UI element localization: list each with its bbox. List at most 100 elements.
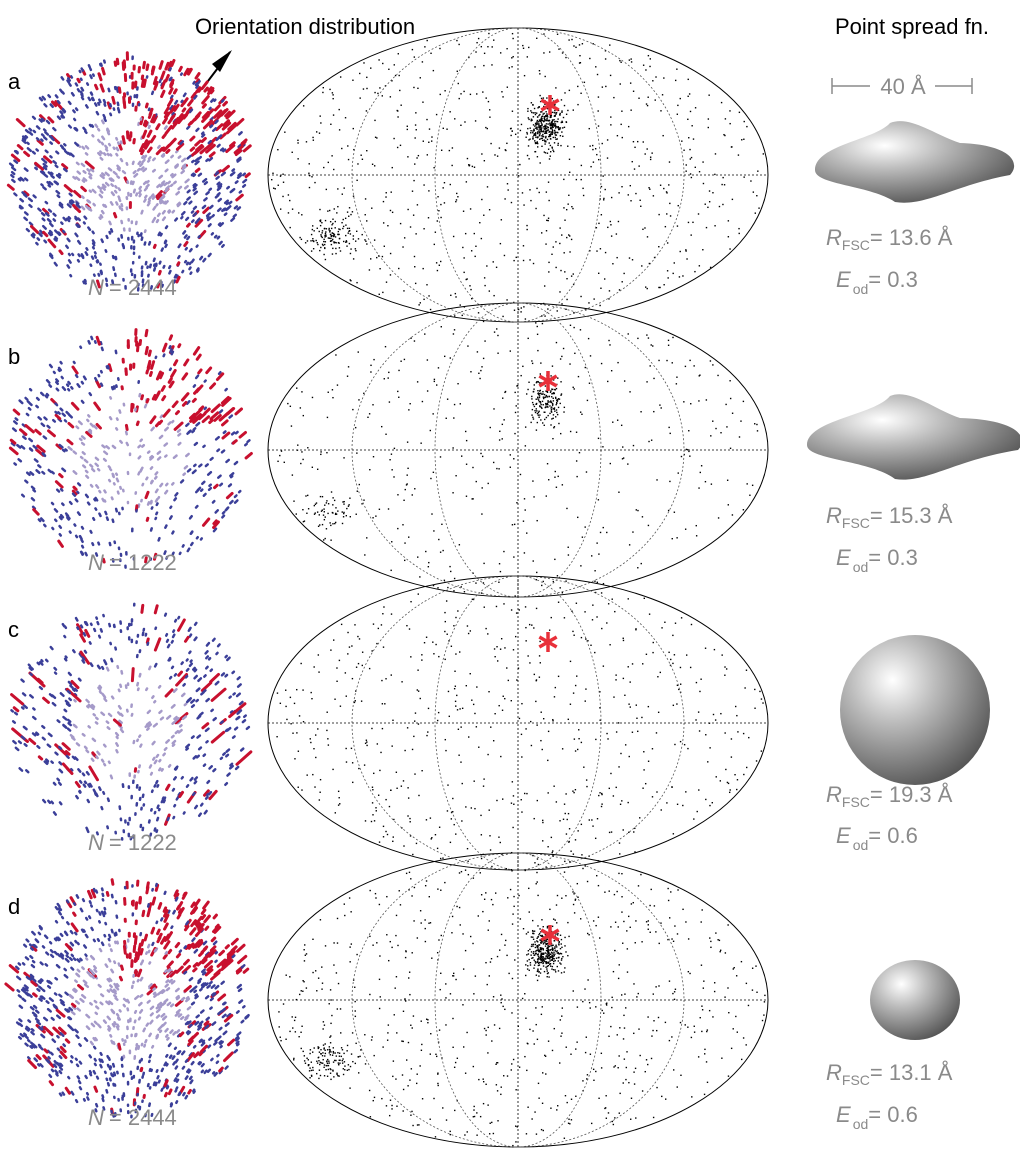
glyph [170,507,171,508]
sky-point [559,291,560,292]
sky-point [563,207,564,208]
sky-point [329,210,330,211]
glyph [195,806,197,808]
sky-point [463,91,464,92]
sky-point [391,674,392,675]
sky-point [551,121,552,122]
glyph [154,245,155,247]
sky-point [381,426,382,427]
glyph [180,725,181,726]
sky-point [728,504,729,505]
glyph [163,135,165,138]
sky-point [539,406,540,407]
glyph [74,700,75,701]
glyph [172,352,173,354]
sky-point [455,293,456,294]
sky-point [671,786,672,787]
sky-point [423,184,424,185]
glyph [164,202,165,203]
sky-point [441,326,442,327]
sky-point [531,120,532,121]
sky-point [478,747,479,748]
sky-point [537,381,538,382]
glyph [85,131,86,132]
sky-point [422,61,423,62]
glyph [96,1013,97,1014]
sky-point [523,204,524,205]
glyph [158,146,159,148]
sky-point [501,91,502,92]
glyph [106,183,108,185]
sky-point [580,411,581,412]
sky-point [556,409,557,410]
glyph [223,421,228,425]
sky-point [490,427,491,428]
glyph [46,660,47,661]
glyph [100,1065,101,1067]
glyph [49,185,50,186]
sky-point [551,837,552,838]
sky-point [494,656,495,657]
sky-point [566,833,567,834]
sky-point [549,401,550,402]
sky-point [512,33,513,34]
glyph [61,489,62,490]
glyph [165,189,167,191]
sky-point [552,130,553,131]
sky-point [468,633,469,634]
sky-point [754,689,755,690]
sky-point [470,630,471,631]
glyph [103,205,104,206]
sky-point [539,382,540,383]
glyph [212,732,223,742]
glyph [203,417,208,422]
sky-point [279,455,280,456]
glyph [76,618,77,620]
sky-point [307,447,308,448]
glyph [50,136,52,138]
sky-point [388,508,389,509]
glyph [96,718,97,719]
sky-point [532,138,533,139]
sky-point [729,110,730,111]
glyph [117,148,118,150]
sky-point [313,666,314,667]
sky-point [694,271,695,272]
glyph [44,137,46,139]
sky-point [490,849,491,850]
sky-point [563,179,564,180]
sky-point [366,88,367,89]
sky-point [349,498,350,499]
sky-point [430,53,431,54]
sky-point [743,401,744,402]
sky-point [724,666,725,667]
glyph [216,925,218,927]
eod: Eod= 0.3 [836,267,918,297]
sky-point [340,250,341,251]
glyph [139,457,141,459]
sky-point [400,145,401,146]
glyph [136,194,137,196]
sky-point [460,403,461,404]
glyph [186,748,187,749]
sky-point [430,430,431,431]
glyph [102,240,103,242]
sky-point [488,101,489,102]
sky-point [688,79,689,80]
glyph [243,185,245,186]
sky-point [541,138,542,139]
glyph [184,812,185,813]
glyph [158,993,160,995]
sky-point [536,124,537,125]
sky-point [356,452,357,453]
sky-point [348,231,349,232]
glyph [185,111,189,116]
glyph [172,532,173,534]
sky-point [489,116,490,117]
sky-point [545,137,546,138]
glyph [163,155,164,156]
glyph [49,470,51,472]
sky-point [565,793,566,794]
sky-point [560,433,561,434]
glyph [26,136,27,137]
